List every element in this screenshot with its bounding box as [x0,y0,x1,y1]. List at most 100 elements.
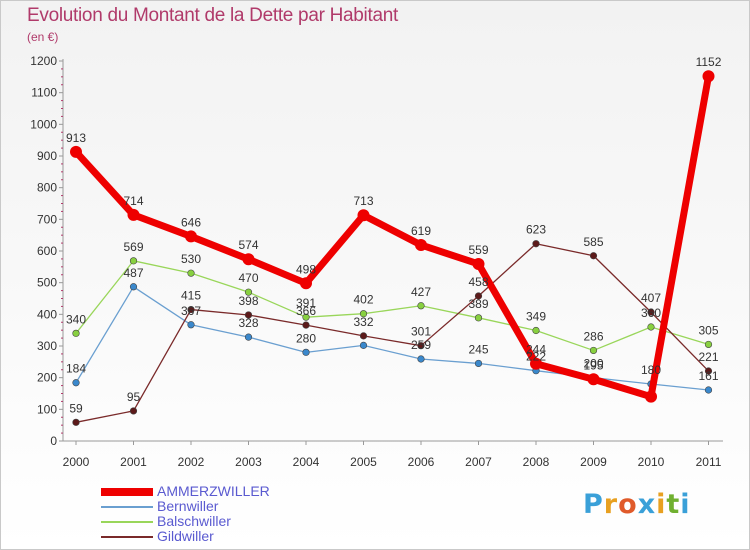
x-tick-label: 2000 [63,455,90,469]
data-point-balschwiller [647,323,655,331]
data-label-bernwiller: 487 [123,266,143,280]
data-point-balschwiller [359,310,368,318]
logo-letter: i [680,489,691,520]
y-tick-label: 1100 [31,86,57,100]
series-line-bernwiller [75,286,710,391]
data-label-bernwiller: 328 [238,316,258,330]
data-point-bernwiller [417,355,425,363]
x-tick-label: 2002 [178,455,205,469]
data-point-gildwiller [474,292,483,300]
data-label-bernwiller: 367 [181,304,201,318]
y-tick-label: 1000 [30,117,57,131]
data-point-balschwiller [302,313,310,321]
data-point-balschwiller [589,346,598,355]
data-label-gildwiller: 366 [296,304,316,318]
data-point-gildwiller [359,332,368,340]
y-tick-label: 1200 [30,54,57,68]
data-point-bernwiller [359,341,368,349]
legend-label: AMMERZWILLER [157,483,270,499]
legend-label: Bernwiller [157,498,219,514]
data-point-gildwiller [129,407,138,415]
data-point-ammerzwiller [530,357,542,370]
y-tick-label: 400 [37,307,57,321]
data-label-ammerzwiller: 498 [296,262,316,276]
series-line-balschwiller [75,260,710,352]
data-label-gildwiller: 398 [238,294,258,308]
data-point-bernwiller [129,283,138,291]
data-point-ammerzwiller [127,208,140,221]
data-point-gildwiller [187,305,195,314]
data-label-gildwiller: 407 [641,291,661,305]
data-label-balschwiller: 340 [66,312,86,326]
data-point-gildwiller [244,311,253,319]
y-tick-label: 800 [37,181,57,195]
data-point-ammerzwiller [415,238,427,251]
chart-title: Evolution du Montant de la Dette par Hab… [27,5,398,26]
data-point-bernwiller [302,348,310,356]
y-tick-label: 600 [37,244,57,258]
data-point-gildwiller [589,252,598,260]
data-point-gildwiller [647,308,655,316]
data-label-balschwiller: 402 [353,293,373,307]
legend-label: Balschwiller [157,513,231,529]
data-label-balschwiller: 391 [296,296,316,310]
data-label-balschwiller: 530 [181,252,201,266]
logo-letter: t [666,489,681,520]
data-label-gildwiller: 95 [127,390,141,404]
data-label-ammerzwiller: 559 [468,243,488,257]
data-label-balschwiller: 569 [123,240,143,254]
data-label-bernwiller: 222 [526,350,546,364]
data-point-ammerzwiller [70,145,82,158]
data-label-bernwiller: 259 [411,338,431,352]
x-tick-label: 2008 [523,455,550,469]
y-tick-label: 100 [37,402,57,416]
logo-letter: x [637,489,657,520]
logo-letter: i [656,489,667,520]
data-label-gildwiller: 332 [353,315,373,329]
data-label-bernwiller: 280 [296,331,316,345]
y-tick-label: 0 [50,434,57,448]
legend-swatch [101,521,153,523]
data-point-bernwiller [704,386,713,394]
y-tick-label: 300 [37,339,57,353]
data-point-ammerzwiller [702,70,715,83]
data-point-ammerzwiller [472,257,485,270]
data-point-balschwiller [72,329,80,337]
data-label-ammerzwiller: 1152 [696,55,722,69]
logo-letter: o [618,489,638,520]
logo-letter: r [603,489,619,520]
y-tick-label: 500 [37,276,57,290]
data-point-gildwiller [704,367,713,375]
data-point-ammerzwiller [357,209,370,222]
proxiti-logo: Proxiti [583,489,691,520]
data-label-balschwiller: 389 [468,297,488,311]
legend-swatch [101,506,153,508]
x-tick-label: 2003 [235,455,262,469]
data-label-balschwiller: 427 [411,285,431,299]
legend-swatch [101,536,153,538]
data-point-ammerzwiller [300,277,312,290]
data-label-gildwiller: 221 [698,350,718,364]
unit-label: (en €) [27,30,59,44]
data-point-balschwiller [704,340,713,349]
y-tick-label: 200 [37,371,57,385]
data-point-bernwiller [72,379,80,387]
y-tick-label: 700 [37,212,57,226]
y-tick-label: 900 [37,149,57,163]
data-point-gildwiller [417,342,425,350]
data-label-ammerzwiller: 195 [583,358,603,372]
data-label-bernwiller: 245 [468,342,488,356]
data-point-balschwiller [417,302,425,310]
data-label-ammerzwiller: 574 [238,238,258,252]
x-tick-label: 2006 [408,455,435,469]
x-tick-label: 2004 [293,455,320,469]
series-line-gildwiller [75,243,710,423]
data-point-ammerzwiller [185,230,197,243]
data-label-ammerzwiller: 913 [66,131,86,145]
data-point-balschwiller [474,314,483,322]
data-point-ammerzwiller [587,373,600,386]
data-label-gildwiller: 415 [181,289,201,303]
x-tick-label: 2009 [580,455,607,469]
